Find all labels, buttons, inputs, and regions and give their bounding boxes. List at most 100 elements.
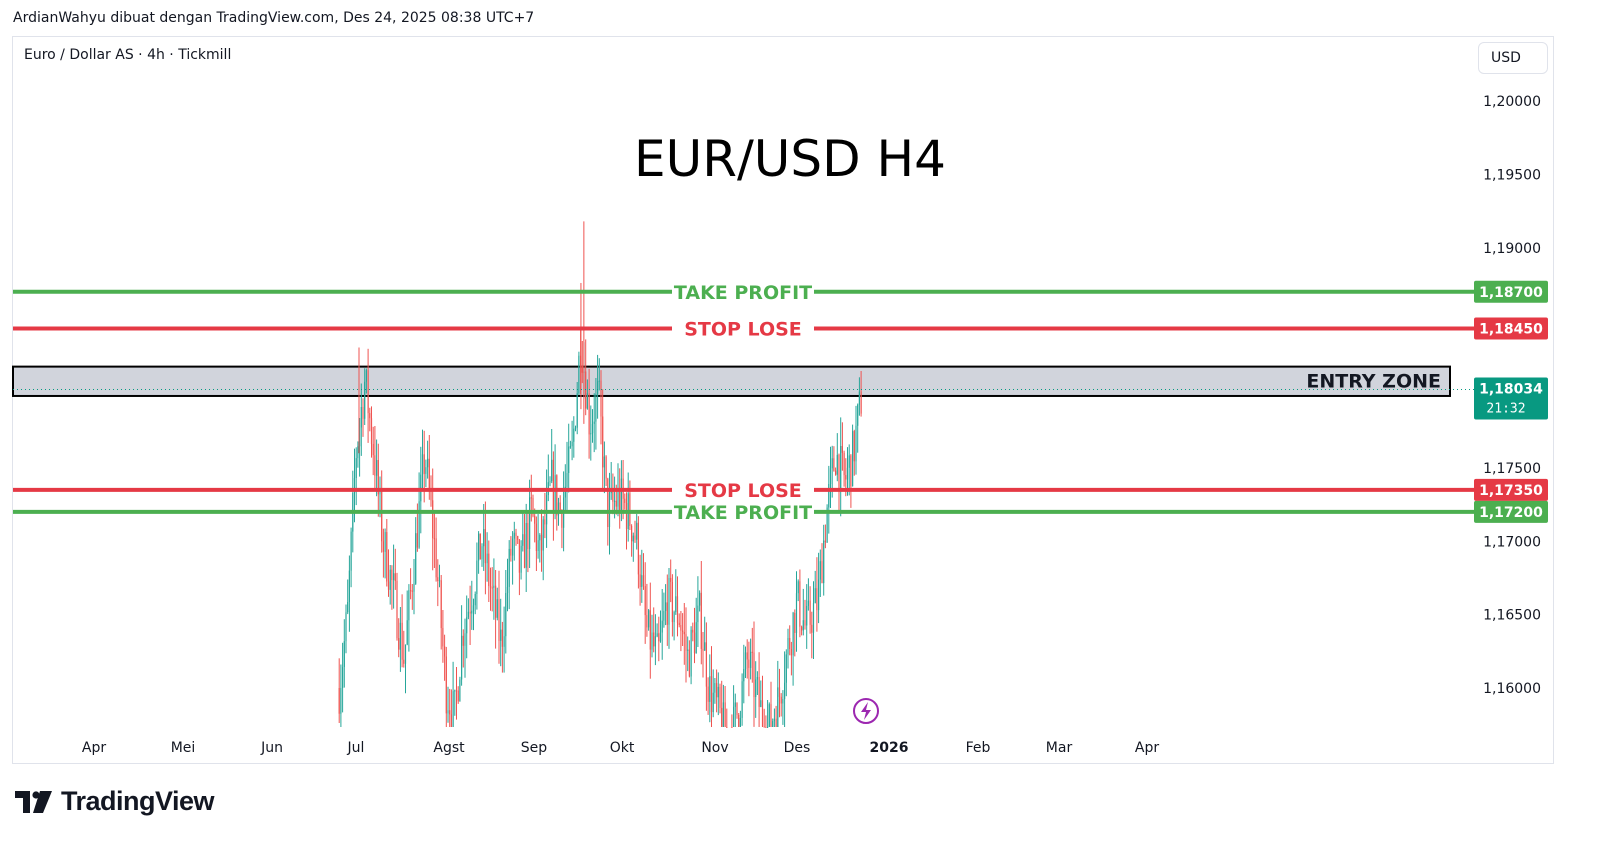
candle-body-129 — [557, 502, 560, 516]
candle-body-183 — [649, 610, 651, 650]
currency-selector[interactable]: USD — [1478, 42, 1548, 74]
candle-body-135 — [568, 446, 570, 473]
candle-body-99 — [506, 586, 509, 593]
candle-body-141 — [578, 355, 580, 394]
candle-body-90 — [491, 587, 493, 589]
candle-body-86 — [484, 529, 486, 564]
candle-body-235 — [738, 714, 740, 727]
candle-body-79 — [472, 605, 475, 611]
candle-body-168 — [624, 498, 626, 503]
candle-body-210 — [695, 622, 697, 654]
candle-body-207 — [690, 629, 692, 677]
candle-body-217 — [707, 686, 709, 702]
tradingview-logo[interactable]: TradingView — [15, 786, 215, 817]
candle-body-126 — [552, 459, 554, 511]
candle-body-64 — [447, 710, 449, 714]
x-tick-label-0: Apr — [82, 740, 106, 756]
candle-body-122 — [546, 495, 548, 525]
candle-body-163 — [615, 500, 617, 507]
candle-body-127 — [554, 475, 556, 511]
candle-body-131 — [561, 512, 563, 528]
candle-body-178 — [641, 575, 643, 587]
candle-body-104 — [515, 532, 517, 536]
level-price-tag-1 — [1474, 317, 1548, 340]
candle-body-51 — [425, 467, 427, 474]
candle-body-16 — [365, 370, 367, 382]
y-tick-label-5: 1,16500 — [1483, 608, 1541, 624]
y-tick-label-6: 1,16000 — [1483, 681, 1541, 697]
candle-body-303 — [853, 431, 855, 462]
chart-attribution: ArdianWahyu dibuat dengan TradingView.co… — [13, 10, 535, 26]
candle-body-165 — [619, 488, 621, 511]
candle-body-279 — [812, 603, 815, 633]
candle-body-201 — [680, 625, 682, 631]
candle-body-198 — [675, 596, 677, 613]
candle-body-49 — [421, 454, 424, 475]
candle-body-179 — [642, 575, 645, 586]
candle-body-134 — [566, 473, 568, 487]
candle-body-98 — [505, 593, 507, 637]
candle-body-206 — [688, 649, 690, 677]
candle-body-70 — [457, 690, 459, 702]
candle-body-23 — [377, 460, 379, 495]
candle-body-66 — [450, 714, 452, 727]
candle-body-171 — [629, 493, 631, 526]
last-price-tag — [1474, 377, 1548, 420]
candle-body-248 — [760, 700, 762, 707]
candle-body-113 — [530, 497, 532, 499]
candle-body-187 — [656, 633, 658, 637]
candle-body-192 — [665, 602, 667, 611]
candle-body-202 — [682, 630, 684, 632]
candle-body-73 — [462, 635, 464, 646]
x-tick-label-9: 2026 — [870, 740, 909, 756]
candle-body-43 — [411, 590, 413, 592]
candle-body-0 — [338, 688, 340, 714]
candle-body-288 — [828, 484, 830, 508]
candle-body-191 — [663, 610, 665, 621]
candle-body-67 — [452, 691, 454, 727]
candle-body-245 — [755, 679, 757, 697]
candle-body-97 — [503, 636, 505, 647]
candle-body-162 — [614, 500, 616, 502]
candle-body-120 — [542, 519, 544, 551]
candle-body-278 — [811, 624, 813, 633]
candle-body-262 — [784, 682, 786, 700]
candle-body-222 — [716, 683, 718, 698]
candle-body-89 — [489, 586, 492, 588]
candle-body-17 — [367, 370, 369, 414]
candle-body-190 — [661, 620, 663, 633]
candle-body-266 — [790, 649, 792, 656]
candle-body-38 — [403, 659, 405, 664]
candle-body-284 — [821, 561, 823, 584]
candle-body-106 — [518, 539, 520, 573]
candle-body-304 — [855, 425, 857, 462]
candle-body-69 — [455, 690, 458, 692]
candle-body-45 — [415, 533, 417, 584]
candle-body-96 — [501, 629, 503, 647]
candle-body-40 — [406, 620, 408, 645]
candle-body-189 — [659, 632, 662, 642]
candle-body-154 — [600, 380, 602, 417]
candle-body-62 — [444, 646, 446, 657]
candle-body-107 — [520, 545, 522, 573]
candle-body-231 — [731, 727, 733, 728]
candle-body-204 — [685, 634, 687, 651]
candle-body-93 — [496, 599, 498, 618]
candle-body-109 — [523, 534, 526, 568]
candle-body-100 — [508, 548, 510, 587]
candle-body-147 — [588, 393, 590, 435]
symbol-label[interactable]: Euro / Dollar AS · 4h · Tickmill — [24, 47, 232, 63]
candle-body-65 — [449, 710, 451, 715]
candle-body-27 — [384, 532, 386, 552]
candle-body-237 — [741, 681, 743, 718]
candle-body-282 — [818, 579, 820, 611]
candle-body-13 — [360, 407, 362, 428]
candle-body-263 — [785, 654, 787, 683]
candle-body-59 — [438, 580, 441, 582]
candle-body-19 — [370, 418, 373, 444]
candle-body-291 — [833, 458, 835, 471]
candle-body-216 — [705, 642, 707, 687]
candle-body-116 — [535, 523, 537, 551]
candle-body-35 — [398, 638, 400, 650]
